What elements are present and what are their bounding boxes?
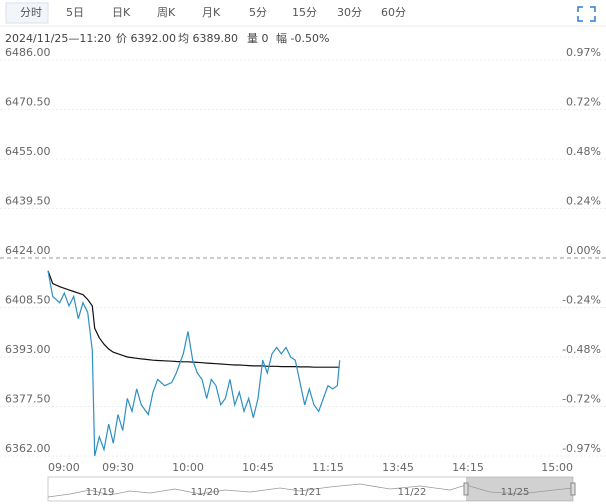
y2-tick-label: -0.97% xyxy=(562,442,601,455)
y-tick-label: 6408.50 xyxy=(5,294,51,307)
tab-selected-bg xyxy=(5,2,49,24)
navigator-frame xyxy=(47,476,574,502)
y-tick-label: 6377.50 xyxy=(5,393,51,406)
y-tick-label: 6393.00 xyxy=(5,343,51,356)
info-item: 均 6389.80 xyxy=(178,32,238,45)
chart: 6486.00 0.97% 6470.50 0.72% 6455.00 0.48% 6439… xyxy=(0,46,606,474)
navigator-date: 11/20 xyxy=(191,487,220,498)
y2-tick-label: 0.72% xyxy=(566,96,601,109)
y2-tick-label: 0.24% xyxy=(566,195,601,208)
y2-tick-label: 0.00% xyxy=(566,244,601,257)
navigator-handle[interactable] xyxy=(463,482,469,496)
y2-tick-label: 0.97% xyxy=(566,46,601,59)
tab[interactable]: 15分 xyxy=(292,6,317,19)
navigator-date: 11/22 xyxy=(398,487,427,498)
y-tick-label: 6455.00 xyxy=(5,145,51,158)
info-item: 2024/11/25—11:20 xyxy=(5,32,111,45)
x-tick-label: 09:30 xyxy=(102,461,134,474)
tab[interactable]: 分时 xyxy=(20,6,42,19)
y-tick-label: 6470.50 xyxy=(5,96,51,109)
x-tick-label: 14:15 xyxy=(452,461,484,474)
navigator-dates: 11/19 11/20 11/21 11/22 11/25 xyxy=(86,487,530,498)
navigator-date: 11/19 xyxy=(86,487,115,498)
tab[interactable]: 30分 xyxy=(337,6,362,19)
y-tick-label: 6362.00 xyxy=(5,442,51,455)
navigator-date: 11/25 xyxy=(501,487,530,498)
navigator-date: 11/21 xyxy=(293,487,322,498)
info-item: 幅 -0.50% xyxy=(276,32,329,45)
y2-tick-label: -0.24% xyxy=(562,294,601,307)
average-line xyxy=(47,270,340,368)
x-tick-label: 15:00 xyxy=(541,461,573,474)
x-tick-label: 13:45 xyxy=(382,461,414,474)
y-tick-label: 6486.00 xyxy=(5,46,51,59)
tab[interactable]: 5日 xyxy=(66,6,84,19)
y2-tick-label: -0.72% xyxy=(562,393,601,406)
tab-bar: 分时 5日 日K 周K 月K 5分 15分 30分 60分 xyxy=(5,2,406,24)
info-item: 价 6392.00 xyxy=(116,32,176,45)
tab[interactable]: 5分 xyxy=(249,6,267,19)
tab[interactable]: 月K xyxy=(202,6,221,19)
y2-tick-label: 0.48% xyxy=(566,145,601,158)
fullscreen-icon[interactable] xyxy=(577,6,596,22)
info-line: 2024/11/25—11:20 价 6392.00 均 6389.80 量 0 幅 -… xyxy=(5,32,329,45)
x-tick-label: 10:00 xyxy=(172,461,204,474)
x-tick-label: 11:15 xyxy=(312,461,344,474)
navigator-handle[interactable] xyxy=(570,482,576,496)
navigator xyxy=(47,476,576,502)
tab[interactable]: 60分 xyxy=(381,6,406,19)
tab[interactable]: 日K xyxy=(112,6,131,19)
y-tick-label: 6424.00 xyxy=(5,244,51,257)
price-line xyxy=(47,270,341,457)
info-item: 量 0 xyxy=(247,32,269,45)
tab[interactable]: 周K xyxy=(157,6,176,19)
y-tick-label: 6439.50 xyxy=(5,195,51,208)
navigator-line xyxy=(47,483,574,498)
x-tick-label: 09:00 xyxy=(48,461,80,474)
y2-tick-label: -0.48% xyxy=(562,343,601,356)
x-tick-label: 10:45 xyxy=(242,461,274,474)
navigator-selection[interactable] xyxy=(466,477,573,501)
